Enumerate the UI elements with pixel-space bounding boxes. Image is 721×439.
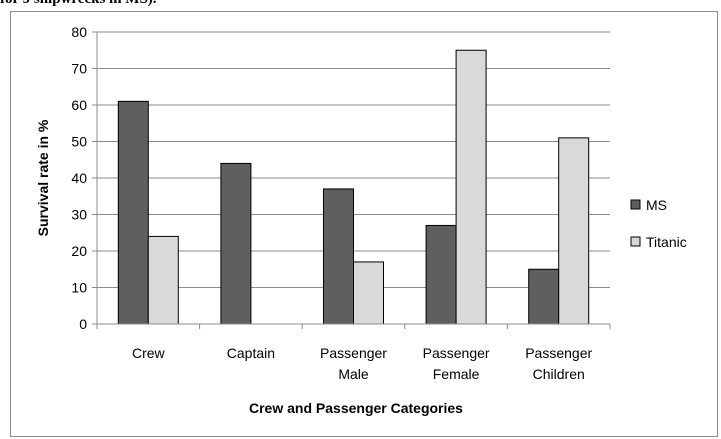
- legend-swatch-titanic: [630, 236, 641, 247]
- x-tick-label: Captain: [227, 345, 275, 361]
- bar-titanic-1: [147, 235, 179, 325]
- axes: [92, 31, 611, 329]
- x-tick-label: Children: [533, 366, 585, 382]
- y-tick-label: 0: [79, 316, 87, 332]
- x-tick-labels: Crew Captain Passenger Male Passenger Female P…: [132, 345, 593, 382]
- bar-titanic-4: [455, 49, 487, 325]
- legend-label-titanic: Titanic: [646, 234, 687, 250]
- bar-titanic-3: [353, 261, 384, 325]
- chart-frame: [10, 11, 718, 437]
- y-tick-label: 30: [71, 207, 87, 223]
- y-tick-label: 20: [71, 243, 87, 259]
- y-tick-label: 60: [71, 97, 87, 113]
- x-tick-label: Male: [338, 366, 369, 382]
- bars: [117, 49, 590, 325]
- x-tick-label: Passenger: [525, 345, 592, 361]
- legend-label-ms: MS: [646, 197, 667, 213]
- bar-ms-2: [220, 162, 252, 325]
- y-tick-label: 80: [71, 24, 87, 40]
- y-tick-label: 70: [71, 61, 87, 77]
- x-tick-label: Female: [433, 366, 480, 382]
- y-axis-label: Survival rate in %: [35, 119, 51, 236]
- x-tick-label: Passenger: [320, 345, 387, 361]
- x-tick-label: Crew: [132, 345, 166, 361]
- bar-ms-4: [425, 224, 457, 325]
- x-tick-label: Passenger: [423, 345, 490, 361]
- x-axis-label: Crew and Passenger Categories: [249, 400, 463, 416]
- y-tick-labels: 0 10 20 30 40 50 60 70 80: [71, 24, 87, 332]
- y-tick-label: 10: [71, 280, 87, 296]
- legend: MS Titanic: [630, 197, 687, 250]
- clipped-header-text: for 9 shipwrecks in MS).: [0, 0, 721, 11]
- legend-swatch-ms: [630, 199, 641, 210]
- bar-ms-1: [117, 100, 149, 325]
- y-tick-label: 50: [71, 134, 87, 150]
- bar-ms-5: [528, 268, 560, 325]
- y-tick-label: 40: [71, 170, 87, 186]
- bar-ms-3: [323, 188, 354, 325]
- bar-titanic-5: [558, 137, 590, 325]
